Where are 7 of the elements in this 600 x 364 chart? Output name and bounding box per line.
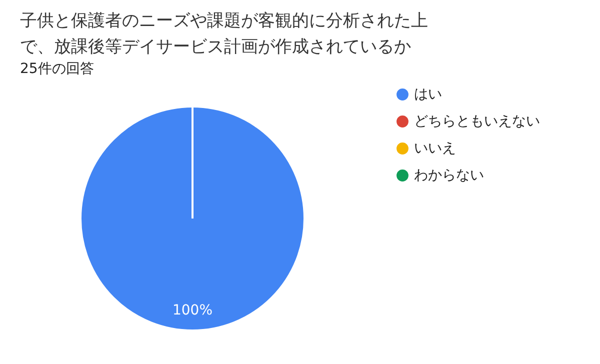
legend-label: どちらともいえない — [414, 114, 540, 130]
data-label: 100% — [172, 302, 213, 318]
chart-title: 子供と保護者のニーズや課題が客観的に分析された上で、放課後等デイサービス計画が作成されているか — [20, 11, 428, 57]
legend-label: いいえ — [414, 140, 456, 156]
legend-label: わからない — [414, 168, 484, 184]
legend-label: はい — [414, 86, 442, 102]
chart-subtitle: 25件の回答 — [20, 61, 94, 77]
